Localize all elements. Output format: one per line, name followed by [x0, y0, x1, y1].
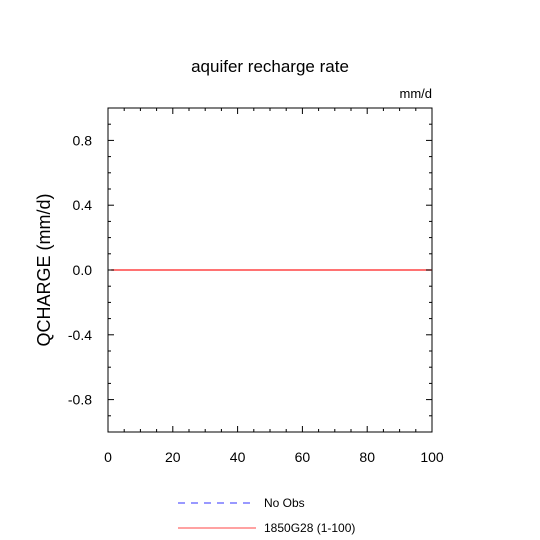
y-tick-label: 0.4 — [73, 197, 93, 213]
x-tick-label: 40 — [230, 449, 246, 465]
y-tick-label: 0.8 — [73, 132, 93, 148]
legend-label: No Obs — [264, 496, 305, 510]
legend: No Obs 1850G28 (1-100) — [178, 496, 355, 535]
x-tick-label: 60 — [295, 449, 311, 465]
ticks-layer: 0 20 40 60 80 100 -0.8 -0.4 0.0 0.4 0.8 — [68, 107, 444, 465]
y-tick-label: -0.4 — [68, 327, 92, 343]
y-tick-label: -0.8 — [68, 392, 92, 408]
x-tick-label: 0 — [104, 449, 112, 465]
x-tick-label: 100 — [420, 449, 444, 465]
x-tick-label: 80 — [359, 449, 375, 465]
x-tick-label: 20 — [165, 449, 181, 465]
chart-title: aquifer recharge rate — [191, 57, 349, 76]
legend-label: 1850G28 (1-100) — [264, 521, 355, 535]
units-label: mm/d — [400, 86, 433, 101]
y-axis-label: QCHARGE (mm/d) — [34, 194, 54, 347]
y-tick-label: 0.0 — [73, 262, 93, 278]
